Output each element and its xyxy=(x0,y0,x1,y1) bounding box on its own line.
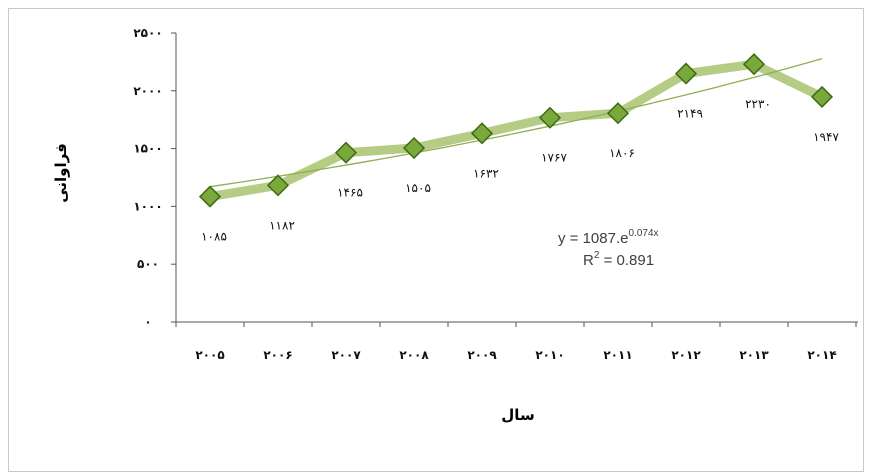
x-tick-label: ۲۰۰۷ xyxy=(331,348,361,362)
data-marker xyxy=(538,106,562,129)
data-marker xyxy=(470,122,494,145)
data-marker xyxy=(674,62,698,85)
equation-main: y = 1087.e xyxy=(558,230,628,247)
y-tick-label: ۲۵۰۰ xyxy=(133,26,162,40)
r2-superscript: 2 xyxy=(594,250,600,261)
data-marker xyxy=(810,85,834,108)
data-label: ۱۵۰۵ xyxy=(405,181,431,195)
data-label: ۱۴۶۵ xyxy=(337,186,363,200)
data-label: ۱۰۸۵ xyxy=(201,230,227,244)
data-label: ۱۸۰۶ xyxy=(609,146,635,160)
data-label: ۲۱۴۹ xyxy=(677,107,703,121)
x-tick-label: ۲۰۱۱ xyxy=(603,348,632,362)
data-label: ۲۲۳۰ xyxy=(745,97,771,111)
y-axis-title: فراوانی xyxy=(52,143,70,203)
x-tick-label: ۲۰۱۳ xyxy=(739,348,769,362)
x-tick-label: ۲۰۰۸ xyxy=(399,348,429,362)
y-tick-label: ۱۰۰۰ xyxy=(133,199,162,213)
data-label: ۱۶۳۲ xyxy=(473,166,499,180)
data-marker xyxy=(334,141,358,164)
r2-value: = 0.891 xyxy=(599,252,654,269)
data-label: ۱۷۶۷ xyxy=(541,151,567,165)
data-marker xyxy=(266,174,290,197)
x-tick-label: ۲۰۱۰ xyxy=(535,348,564,362)
x-tick-label: ۲۰۱۴ xyxy=(807,348,836,362)
series-line xyxy=(209,59,824,202)
trendline-curve xyxy=(209,58,823,188)
data-marker xyxy=(402,136,426,160)
trendline-equation: y = 1087.e0.074x R2 = 0.891 xyxy=(558,228,659,269)
series-frequency xyxy=(209,59,824,202)
r2-label: R xyxy=(583,252,594,269)
chart-frame xyxy=(8,8,864,472)
data-label: ۱۹۴۷ xyxy=(813,130,839,144)
y-tick-label: ۱۵۰۰ xyxy=(133,142,162,156)
x-tick-label: ۲۰۰۵ xyxy=(195,348,224,362)
y-tick-label: ۰ xyxy=(144,315,151,329)
svg-text:y = 1087.e0.074x: y = 1087.e0.074x xyxy=(558,228,659,247)
x-tick-label: ۲۰۱۲ xyxy=(671,348,701,362)
y-axis: ۰ ۵۰۰ ۱۰۰۰ ۱۵۰۰ ۲۰۰۰ ۲۵۰۰ xyxy=(133,26,177,329)
y-tick-label: ۲۰۰۰ xyxy=(133,84,162,98)
data-marker xyxy=(742,53,766,76)
x-axis: ۲۰۰۵ ۲۰۰۶ ۲۰۰۷ ۲۰۰۸ ۲۰۰۹ ۲۰۱۰ ۲۰۱۱ ۲۰۱۲ ۲۰۱۳ ۲۰۱۴ xyxy=(175,321,858,362)
equation-exponent: 0.074x xyxy=(628,228,658,239)
x-tick-label: ۲۰۰۹ xyxy=(467,348,497,362)
x-axis-title: سال xyxy=(501,406,534,424)
data-label: ۱۱۸۲ xyxy=(269,218,295,232)
x-tick-label: ۲۰۰۶ xyxy=(263,348,292,362)
y-tick-label: ۵۰۰ xyxy=(137,257,159,271)
trendline xyxy=(209,58,823,188)
data-markers xyxy=(198,53,834,208)
svg-text:R2 = 0.891: R2 = 0.891 xyxy=(583,250,654,269)
data-labels: ۱۰۸۵ ۱۱۸۲ ۱۴۶۵ ۱۵۰۵ ۱۶۳۲ ۱۷۶۷ ۱۸۰۶ ۲۱۴۹ ۲۲۳۰ ۱۹۴۷ xyxy=(201,97,839,243)
data-marker xyxy=(198,185,222,208)
data-marker xyxy=(606,102,630,125)
